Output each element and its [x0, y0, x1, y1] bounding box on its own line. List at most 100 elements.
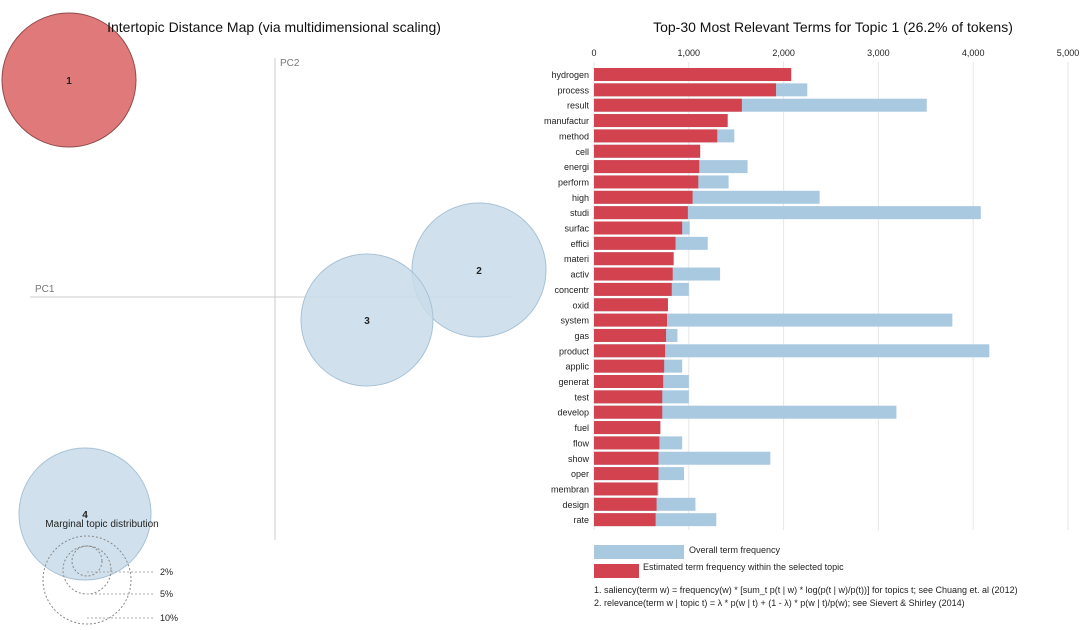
overall-bar-develop[interactable] [594, 405, 897, 419]
estimated-bar-develop[interactable] [594, 405, 663, 419]
term-label-fuel[interactable]: fuel [574, 423, 589, 433]
term-label-develop[interactable]: develop [557, 408, 589, 418]
term-label-process[interactable]: process [557, 85, 589, 95]
estimated-bar-applic[interactable] [594, 359, 665, 373]
estimated-bar-design[interactable] [594, 497, 657, 511]
x-tick-label: 5,000 [1057, 48, 1080, 58]
term-label-materi[interactable]: materi [564, 254, 589, 264]
bar-tick-labels: 0 1,000 2,000 3,000 4,000 5,000 [591, 48, 1079, 58]
term-label-show[interactable]: show [568, 454, 590, 464]
estimated-bar-show[interactable] [594, 451, 659, 465]
intertopic-title: Intertopic Distance Map (via multidimens… [107, 19, 441, 35]
estimated-bar-surfac[interactable] [594, 221, 683, 235]
estimated-bar-activ[interactable] [594, 267, 673, 281]
estimated-bar-energi[interactable] [594, 160, 700, 174]
marginal-label-10: 10% [160, 613, 178, 623]
estimated-bar-studi[interactable] [594, 206, 688, 220]
estimated-bar-hydrogen[interactable] [594, 68, 792, 81]
term-label-activ[interactable]: activ [570, 270, 589, 280]
bar-chart-title: Top-30 Most Relevant Terms for Topic 1 (… [653, 19, 1013, 35]
x-tick-label: 3,000 [867, 48, 890, 58]
term-label-result[interactable]: result [567, 101, 590, 111]
term-label-applic[interactable]: applic [565, 362, 589, 372]
estimated-bar-cell[interactable] [594, 144, 701, 158]
estimated-bar-materi[interactable] [594, 252, 674, 266]
term-labels: hydrogen process result manufactur method cel… [544, 70, 590, 525]
estimated-bar-fuel[interactable] [594, 421, 661, 435]
topic-circle-1[interactable] [1, 12, 137, 148]
marginal-circle-large [42, 535, 132, 625]
topic-label-2: 2 [476, 266, 482, 277]
estimated-bar-product[interactable] [594, 344, 666, 358]
estimated-bar-perform[interactable] [594, 175, 699, 189]
term-label-method[interactable]: method [559, 131, 589, 141]
term-label-effici[interactable]: effici [571, 239, 589, 249]
term-label-system[interactable]: system [560, 316, 589, 326]
term-label-test[interactable]: test [574, 392, 589, 402]
topic-label-3: 3 [364, 316, 370, 327]
x-tick-label: 2,000 [772, 48, 795, 58]
term-label-perform[interactable]: perform [558, 177, 589, 187]
estimated-bar-concentr[interactable] [594, 282, 672, 296]
term-label-energi[interactable]: energi [564, 162, 589, 172]
marginal-circle-small [71, 545, 103, 577]
estimated-bar-system[interactable] [594, 313, 667, 327]
marginal-title: Marginal topic distribution [45, 519, 158, 530]
term-label-cell[interactable]: cell [575, 147, 589, 157]
term-label-oxid[interactable]: oxid [572, 300, 589, 310]
estimated-bar-gas[interactable] [594, 328, 667, 342]
overall-bar-system[interactable] [594, 313, 953, 327]
estimated-bar-flow[interactable] [594, 436, 660, 450]
term-label-studi[interactable]: studi [570, 208, 589, 218]
estimated-bar-oxid[interactable] [594, 298, 668, 312]
estimated-bar-method[interactable] [594, 129, 718, 143]
estimated-bar-oper[interactable] [594, 467, 659, 481]
legend-overall-label: Overall term frequency [689, 545, 781, 555]
footnote-saliency: 1. saliency(term w) = frequency(w) * [su… [594, 585, 1018, 595]
estimated-bar-result[interactable] [594, 98, 742, 112]
estimated-bar-manufactur[interactable] [594, 114, 728, 128]
overall-bar-studi[interactable] [594, 206, 981, 220]
x-tick-label: 0 [591, 48, 596, 58]
pc1-label: PC1 [35, 284, 55, 295]
estimated-bar-high[interactable] [594, 190, 693, 204]
overall-bar-product[interactable] [594, 344, 990, 358]
topic-circle-4[interactable] [18, 447, 152, 581]
term-label-manufactur[interactable]: manufactur [544, 116, 589, 126]
topic-label-1: 1 [66, 76, 72, 87]
term-label-concentr[interactable]: concentr [554, 285, 589, 295]
term-bar-chart: Top-30 Most Relevant Terms for Topic 1 (… [544, 19, 1079, 608]
legend-estimated-swatch [594, 564, 639, 578]
term-label-design[interactable]: design [562, 500, 589, 510]
term-label-gas[interactable]: gas [574, 331, 589, 341]
bars [594, 68, 990, 527]
marginal-label-2: 2% [160, 567, 173, 577]
term-label-product[interactable]: product [559, 346, 590, 356]
x-tick-label: 4,000 [962, 48, 985, 58]
term-label-surfac[interactable]: surfac [564, 224, 589, 234]
pc2-label: PC2 [280, 58, 300, 69]
legend-estimated-label: Estimated term frequency within the sele… [643, 562, 844, 572]
topic-circle-3[interactable] [300, 253, 434, 387]
term-label-membran[interactable]: membran [551, 484, 589, 494]
marginal-label-5: 5% [160, 589, 173, 599]
term-label-generat[interactable]: generat [558, 377, 589, 387]
estimated-bar-rate[interactable] [594, 513, 656, 527]
term-label-flow[interactable]: flow [573, 438, 590, 448]
estimated-bar-test[interactable] [594, 390, 663, 404]
marginal-topic-distribution: Marginal topic distribution 2% 5% 10% [42, 519, 178, 625]
term-label-rate[interactable]: rate [573, 515, 589, 525]
estimated-bar-effici[interactable] [594, 236, 676, 250]
estimated-bar-membran[interactable] [594, 482, 658, 496]
term-label-high[interactable]: high [572, 193, 589, 203]
term-label-hydrogen[interactable]: hydrogen [551, 70, 589, 80]
term-label-oper[interactable]: oper [571, 469, 589, 479]
legend-overall-swatch [594, 545, 684, 559]
topic-label-4: 4 [82, 510, 88, 521]
estimated-bar-generat[interactable] [594, 375, 664, 388]
x-tick-label: 1,000 [678, 48, 701, 58]
topic-circle-2[interactable] [411, 202, 547, 338]
estimated-bar-process[interactable] [594, 83, 777, 97]
